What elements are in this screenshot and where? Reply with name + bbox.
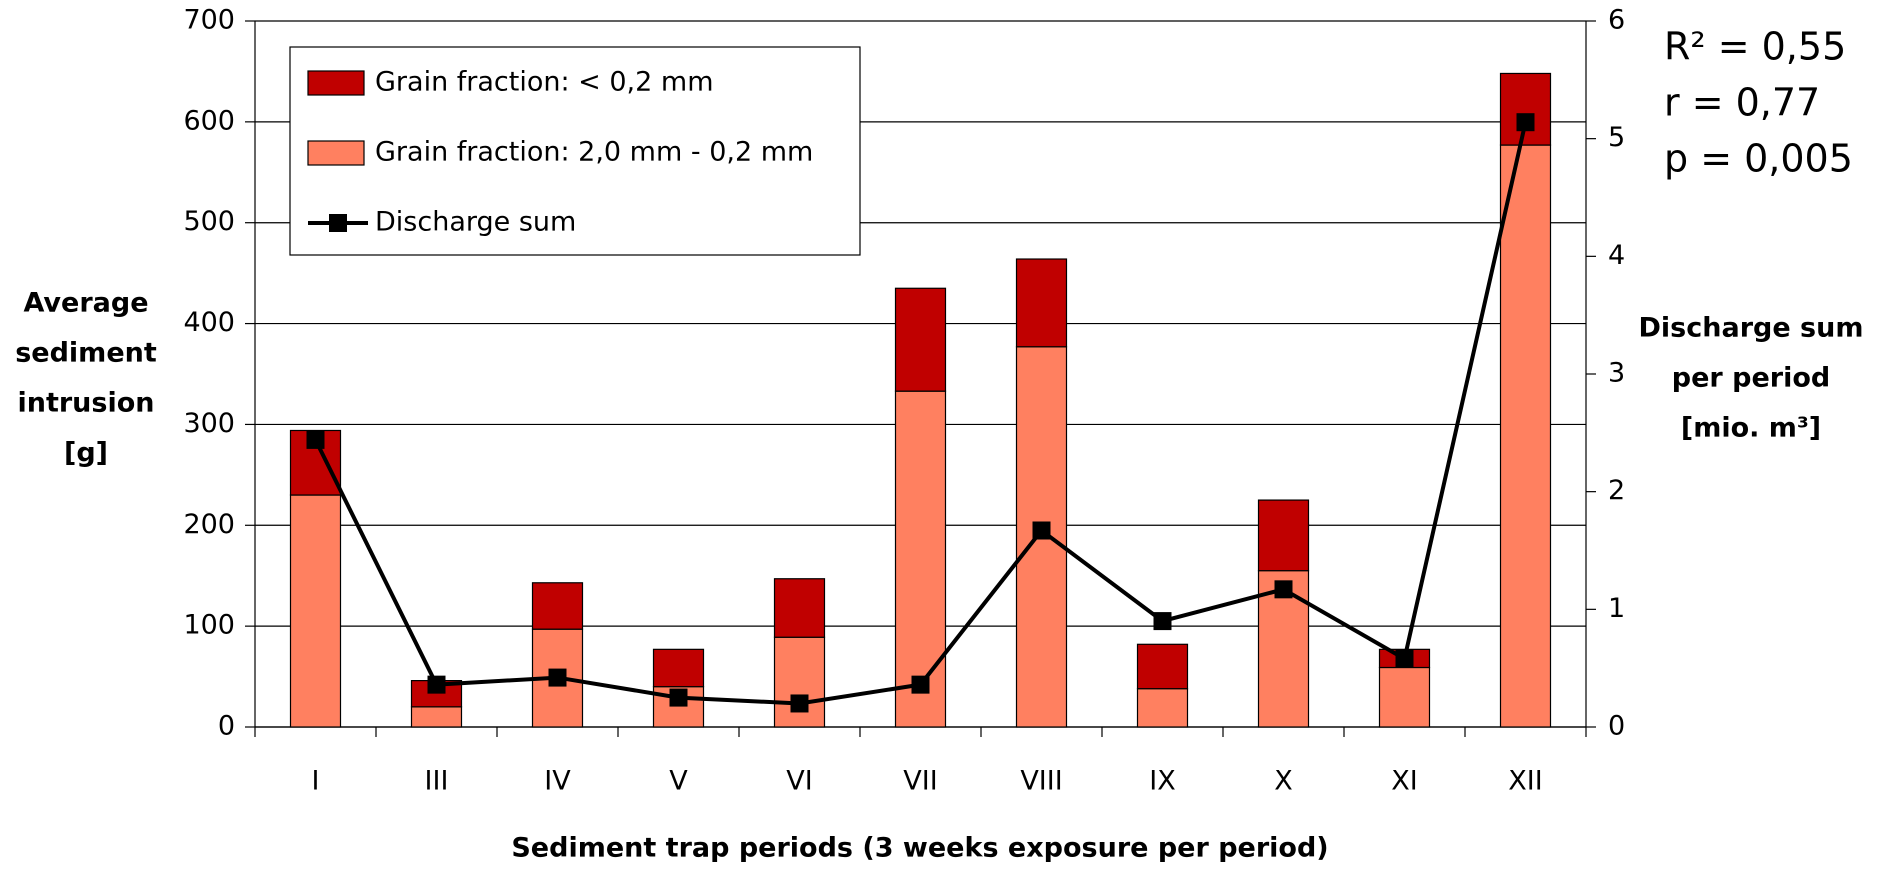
bar bbox=[773, 636, 826, 728]
x-tick-label: III bbox=[425, 766, 449, 797]
bar bbox=[1499, 72, 1552, 146]
bar bbox=[1136, 643, 1189, 690]
y-tick-label: 600 bbox=[183, 105, 235, 136]
y2-tick-label: 3 bbox=[1608, 358, 1625, 389]
y2-axis-label: [mio. m³] bbox=[1681, 413, 1821, 444]
y2-tick-label: 2 bbox=[1608, 475, 1625, 506]
y-tick-label: 0 bbox=[218, 711, 235, 742]
x-tick-label: VIII bbox=[1020, 766, 1062, 797]
marker bbox=[1032, 521, 1051, 540]
bar bbox=[1257, 499, 1310, 572]
bar bbox=[773, 578, 826, 638]
x-tick-label: XII bbox=[1508, 766, 1542, 797]
y-tick-label: 400 bbox=[183, 307, 235, 338]
marker bbox=[1395, 649, 1414, 668]
y-tick-label: 500 bbox=[183, 206, 235, 237]
marker bbox=[911, 675, 930, 694]
y-axis-label: intrusion bbox=[17, 388, 154, 419]
x-tick-label: VI bbox=[786, 766, 812, 797]
y-axis-label: Average bbox=[23, 288, 148, 319]
bar bbox=[1015, 258, 1068, 348]
legend-box bbox=[289, 46, 861, 256]
legend-marker bbox=[329, 214, 347, 232]
y-tick-label: 100 bbox=[183, 610, 235, 641]
y-tick-label: 300 bbox=[183, 408, 235, 439]
x-tick-label: VII bbox=[903, 766, 937, 797]
y2-tick-label: 4 bbox=[1608, 240, 1625, 271]
y2-axis-label: Discharge sum bbox=[1639, 313, 1864, 344]
y2-tick-label: 0 bbox=[1608, 711, 1625, 742]
y-axis-label: sediment bbox=[15, 338, 157, 369]
bar bbox=[531, 582, 584, 630]
x-axis-label: Sediment trap periods (3 weeks exposure … bbox=[511, 833, 1328, 864]
marker bbox=[790, 694, 809, 713]
y2-tick-label: 6 bbox=[1608, 5, 1625, 36]
marker bbox=[306, 430, 325, 449]
annotation: R² = 0,55 bbox=[1664, 25, 1846, 69]
x-tick-label: XI bbox=[1391, 766, 1417, 797]
legend-swatch bbox=[307, 140, 365, 166]
bar bbox=[1136, 688, 1189, 728]
marker bbox=[1274, 580, 1293, 599]
bar bbox=[1499, 144, 1552, 728]
bar bbox=[652, 648, 705, 688]
marker bbox=[427, 675, 446, 694]
bar bbox=[289, 494, 342, 728]
marker bbox=[548, 668, 567, 687]
y2-axis-label: per period bbox=[1672, 363, 1830, 394]
y-tick-label: 700 bbox=[183, 5, 235, 36]
y2-tick-label: 5 bbox=[1608, 122, 1625, 153]
bar bbox=[894, 390, 947, 728]
legend-label: Grain fraction: < 0,2 mm bbox=[375, 67, 714, 98]
bar bbox=[410, 706, 463, 728]
y2-tick-label: 1 bbox=[1608, 593, 1625, 624]
legend-label: Grain fraction: 2,0 mm - 0,2 mm bbox=[375, 137, 813, 168]
x-tick-label: IX bbox=[1149, 766, 1175, 797]
x-tick-label: V bbox=[669, 766, 688, 797]
y-tick-label: 200 bbox=[183, 509, 235, 540]
marker bbox=[1516, 113, 1535, 132]
marker bbox=[669, 688, 688, 707]
bar bbox=[1378, 666, 1431, 728]
annotation: r = 0,77 bbox=[1664, 81, 1820, 125]
marker bbox=[1153, 612, 1172, 631]
x-tick-label: IV bbox=[544, 766, 571, 797]
bar bbox=[894, 287, 947, 392]
x-tick-label: X bbox=[1274, 766, 1293, 797]
legend-label: Discharge sum bbox=[375, 207, 576, 238]
legend-swatch bbox=[307, 70, 365, 96]
x-tick-label: I bbox=[312, 766, 320, 797]
y-axis-label: [g] bbox=[64, 438, 108, 469]
annotation: p = 0,005 bbox=[1664, 137, 1853, 181]
